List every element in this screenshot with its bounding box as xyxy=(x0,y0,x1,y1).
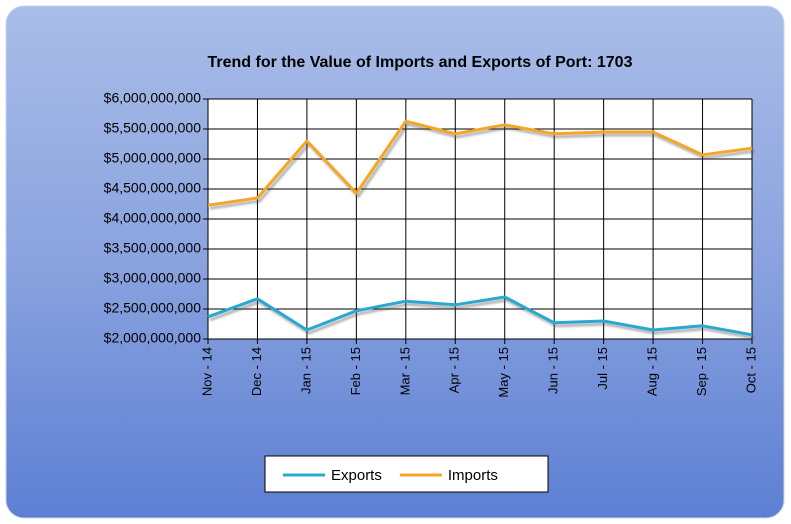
x-tick-label: Dec - 14 xyxy=(249,347,264,396)
x-tick-label: Jan - 15 xyxy=(298,347,313,394)
y-tick-label: $5,000,000,000 xyxy=(104,150,202,166)
y-tick-label: $2,000,000,000 xyxy=(104,330,202,346)
chart-title: Trend for the Value of Imports and Expor… xyxy=(208,54,633,71)
legend-label: Imports xyxy=(448,467,498,484)
x-tick-label: Apr - 15 xyxy=(447,347,462,393)
x-tick-label: Oct - 15 xyxy=(743,347,758,393)
y-tick-label: $6,000,000,000 xyxy=(104,90,202,106)
series-line xyxy=(207,119,753,207)
y-tick-label: $3,000,000,000 xyxy=(104,270,202,286)
y-tick-label: $3,500,000,000 xyxy=(104,240,202,256)
y-tick-label: $4,000,000,000 xyxy=(104,210,202,226)
series-line xyxy=(207,295,753,337)
x-tick-label: Nov - 14 xyxy=(199,347,214,396)
x-tick-label: Sep - 15 xyxy=(694,347,709,396)
legend-label: Exports xyxy=(331,467,382,484)
y-tick-label: $2,500,000,000 xyxy=(104,300,202,316)
x-tick-label: Mar - 15 xyxy=(397,347,412,395)
y-tick-label: $4,500,000,000 xyxy=(104,180,202,196)
x-tick-label: Jul - 15 xyxy=(595,347,610,390)
x-tick-label: May - 15 xyxy=(496,347,511,398)
x-tick-label: Jun - 15 xyxy=(546,347,561,394)
y-tick-label: $5,500,000,000 xyxy=(104,120,202,136)
x-tick-label: Feb - 15 xyxy=(348,347,363,395)
x-tick-label: Aug - 15 xyxy=(645,347,660,396)
